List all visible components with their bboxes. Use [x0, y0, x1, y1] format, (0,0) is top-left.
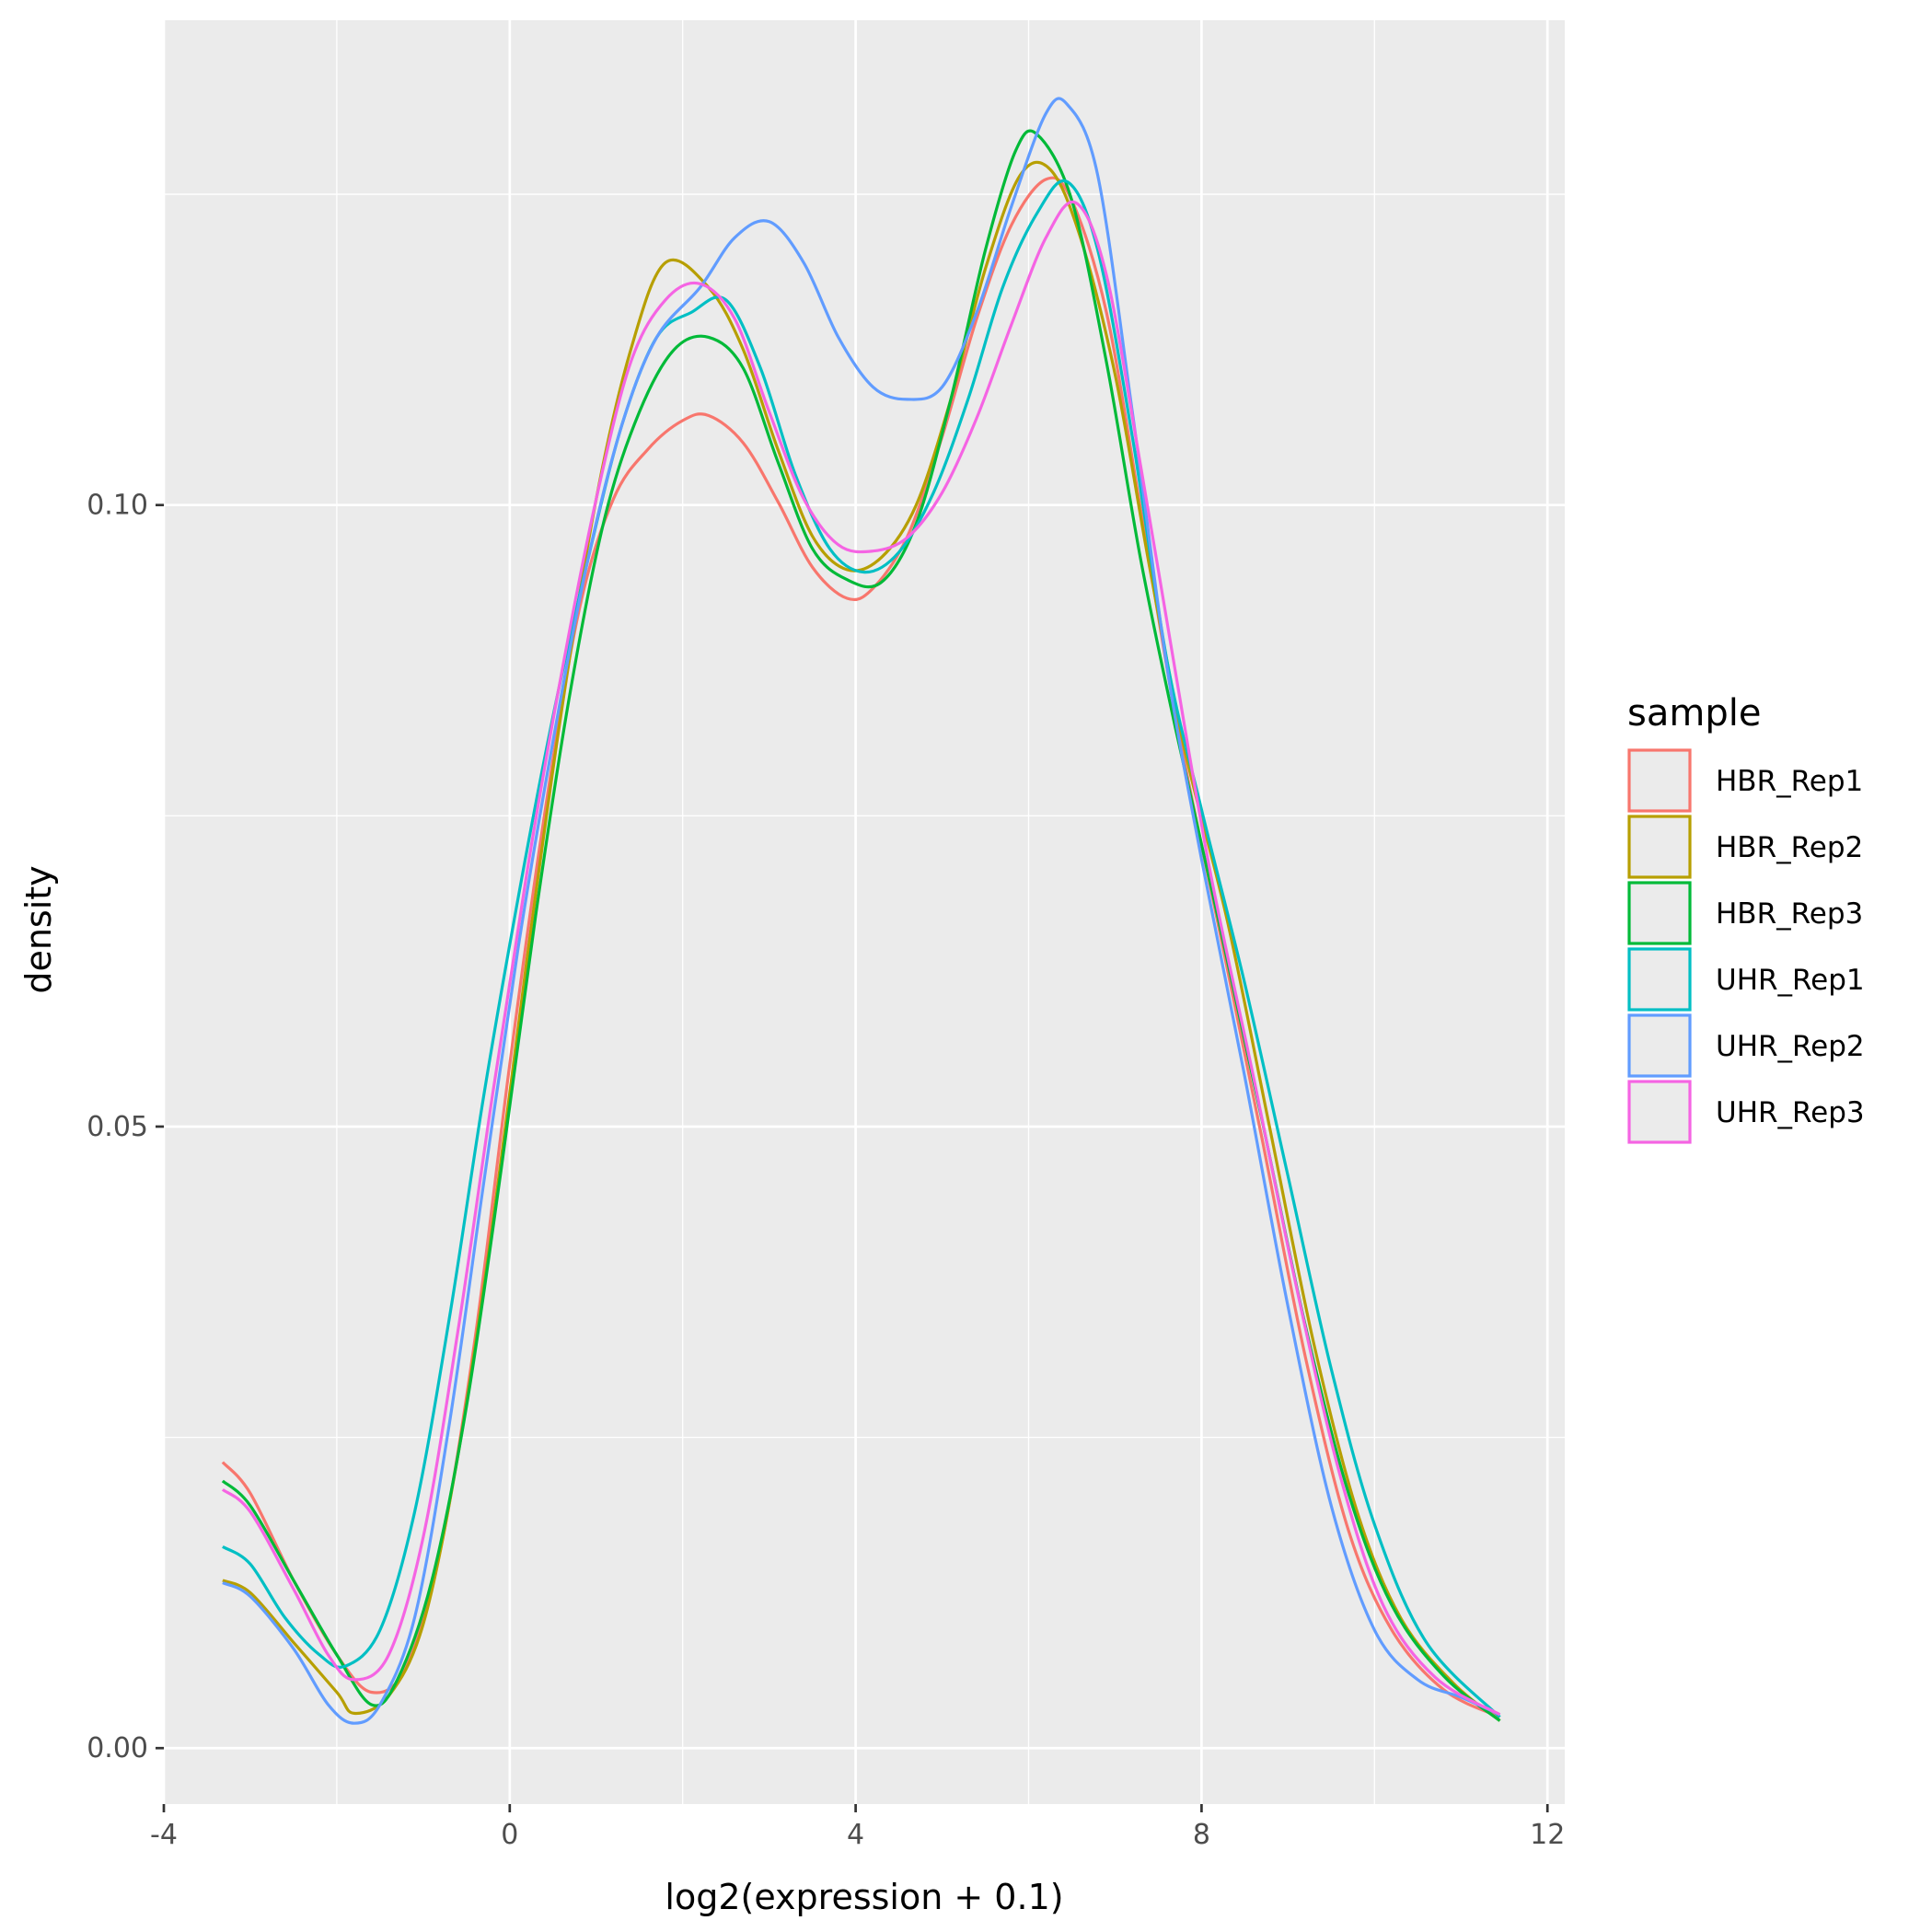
plot-panel: [164, 20, 1565, 1804]
legend-label-uhr-rep1: UHR_Rep1: [1716, 964, 1865, 997]
legend-key-hbr-rep1: [1627, 748, 1692, 813]
density-line-uhr-rep3: [221, 200, 1501, 1717]
legend-label-uhr-rep3: UHR_Rep3: [1716, 1096, 1865, 1129]
legend-title: sample: [1627, 692, 1761, 735]
legend-label-uhr-rep2: UHR_Rep2: [1716, 1030, 1865, 1063]
y-tick-label: 0.05: [87, 1111, 148, 1143]
legend-key-hbr-rep2: [1627, 815, 1692, 879]
x-tick-label: 8: [1193, 1819, 1210, 1851]
legend-label-hbr-rep1: HBR_Rep1: [1716, 765, 1863, 798]
x-tick-label: -4: [150, 1819, 178, 1851]
major-gridlines: [162, 20, 1565, 1804]
legend-key-hbr-rep3: [1627, 881, 1692, 945]
density-line-uhr-rep1: [222, 179, 1501, 1718]
density-curves: [221, 97, 1501, 1725]
legend-key-uhr-rep1: [1627, 947, 1692, 1012]
x-axis: -4 0 4 8 12: [150, 1804, 1565, 1851]
y-tick-label: 0.10: [87, 490, 148, 522]
legend: sample HBR_Rep1 HBR_Rep2 HBR_Rep3 UHR_Rep1 U…: [1627, 692, 1865, 1144]
y-tick-label: 0.00: [87, 1732, 148, 1764]
x-tick-label: 4: [847, 1819, 864, 1851]
legend-label-hbr-rep3: HBR_Rep3: [1716, 897, 1863, 931]
x-tick-label: 0: [501, 1819, 518, 1851]
density-line-uhr-rep2: [222, 97, 1501, 1725]
legend-key-uhr-rep2: [1627, 1013, 1692, 1078]
y-axis: 0.00 0.05 0.10: [87, 490, 164, 1764]
y-axis-title: density: [18, 865, 59, 993]
legend-key-uhr-rep3: [1627, 1080, 1692, 1144]
x-axis-title: log2(expression + 0.1): [665, 1877, 1063, 1917]
x-tick-label: 12: [1530, 1819, 1565, 1851]
legend-label-hbr-rep2: HBR_Rep2: [1716, 831, 1863, 864]
